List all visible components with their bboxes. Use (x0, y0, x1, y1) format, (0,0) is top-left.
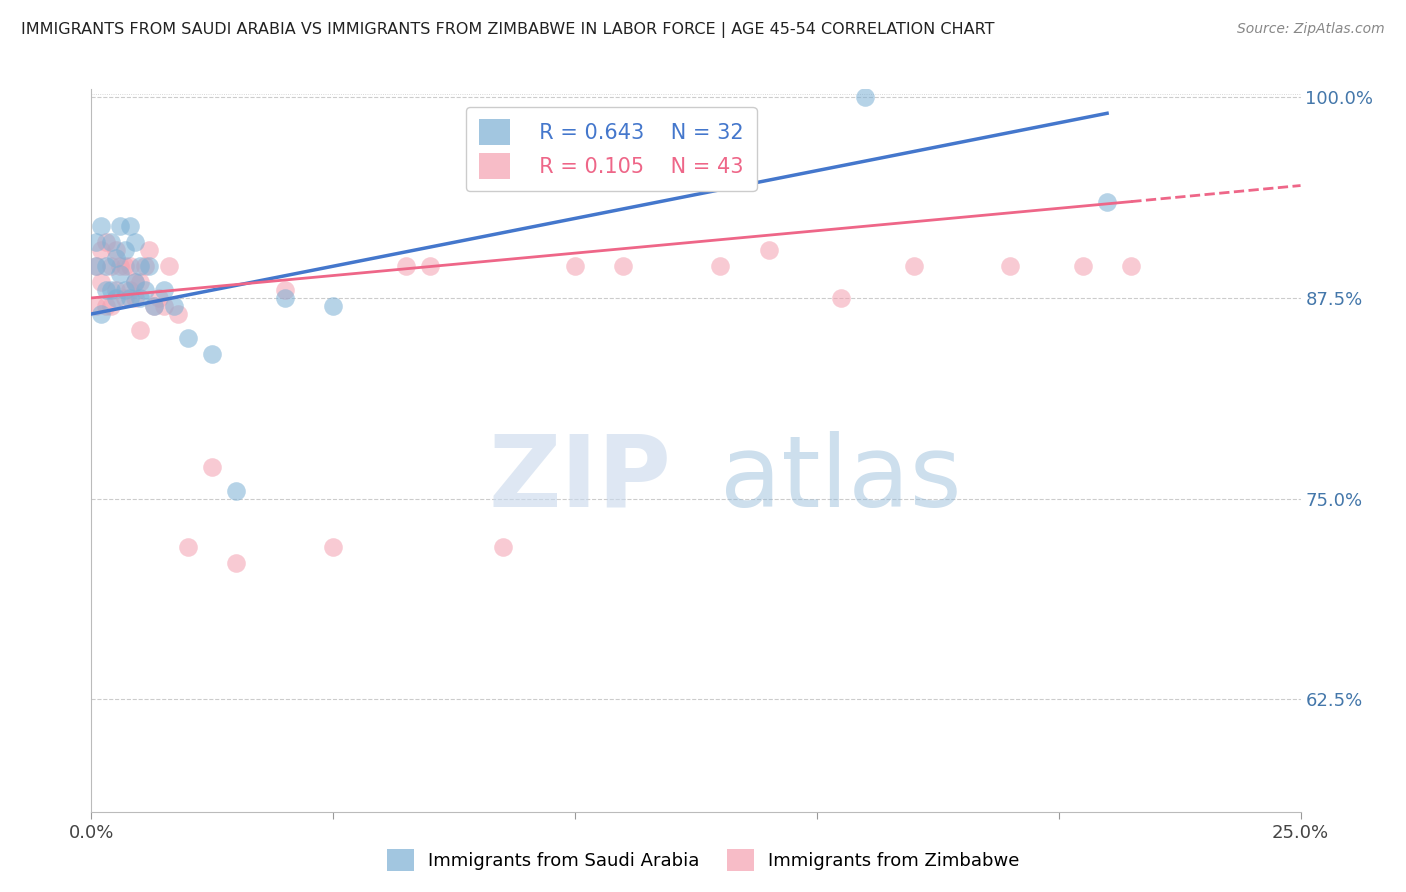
Point (128, 323, 150, 337)
Point (90, 243, 112, 257)
Point (84, 299, 107, 313)
Point (104, 243, 127, 257)
Point (134, 283, 156, 297)
Point (1095, 194, 1118, 209)
Point (201, 347, 224, 361)
Point (143, 299, 166, 313)
Point (322, 299, 344, 313)
Point (104, 283, 127, 297)
Legend: Immigrants from Saudi Arabia, Immigrants from Zimbabwe: Immigrants from Saudi Arabia, Immigrants… (380, 842, 1026, 879)
Point (120, 291, 142, 305)
Text: IMMIGRANTS FROM SAUDI ARABIA VS IMMIGRANTS FROM ZIMBABWE IN LABOR FORCE | AGE 45: IMMIGRANTS FROM SAUDI ARABIA VS IMMIGRAN… (21, 22, 994, 38)
Point (120, 219, 142, 233)
Point (903, 259, 925, 273)
Point (110, 267, 132, 281)
Text: Source: ZipAtlas.com: Source: ZipAtlas.com (1237, 22, 1385, 37)
Point (128, 275, 150, 289)
Text: ZIP: ZIP (489, 431, 672, 528)
Point (1071, 259, 1094, 273)
Point (201, 459, 224, 474)
Point (124, 235, 146, 249)
Point (1121, 259, 1143, 273)
Point (167, 307, 190, 321)
Text: atlas: atlas (720, 431, 962, 528)
Point (84, 259, 107, 273)
Point (104, 251, 127, 265)
Point (148, 291, 170, 305)
Point (84, 235, 107, 249)
Point (274, 283, 297, 297)
Point (114, 283, 136, 297)
Point (564, 259, 586, 273)
Point (104, 291, 127, 305)
Point (157, 259, 180, 273)
Point (94, 259, 117, 273)
Point (100, 299, 122, 313)
Point (100, 235, 122, 249)
Point (120, 283, 142, 297)
Point (94, 283, 117, 297)
Point (491, 540, 513, 554)
Point (94, 235, 117, 249)
Point (124, 275, 146, 289)
Point (162, 299, 184, 313)
Point (830, 291, 852, 305)
Point (138, 259, 160, 273)
Point (110, 219, 132, 233)
Point (94, 299, 117, 313)
Point (114, 259, 136, 273)
Point (322, 540, 344, 554)
Point (90, 307, 112, 321)
Point (1000, 259, 1022, 273)
Point (90, 275, 112, 289)
Point (124, 291, 146, 305)
Point (128, 259, 150, 273)
Point (709, 259, 731, 273)
Point (100, 259, 122, 273)
Point (274, 291, 297, 305)
Point (177, 331, 200, 345)
Point (128, 291, 150, 305)
Point (124, 275, 146, 289)
Point (143, 299, 166, 313)
Point (120, 259, 142, 273)
Legend:   R = 0.643    N = 32,   R = 0.105    N = 43: R = 0.643 N = 32, R = 0.105 N = 43 (465, 107, 756, 191)
Point (100, 283, 122, 297)
Point (612, 259, 634, 273)
Point (758, 243, 780, 257)
Point (153, 283, 176, 297)
Point (225, 483, 247, 498)
Point (395, 259, 418, 273)
Point (110, 259, 132, 273)
Point (225, 556, 247, 570)
Point (419, 259, 441, 273)
Point (134, 259, 156, 273)
Point (138, 243, 160, 257)
Point (153, 299, 176, 313)
Point (90, 219, 112, 233)
Point (114, 291, 136, 305)
Point (114, 243, 136, 257)
Point (84, 259, 107, 273)
Point (853, 90, 876, 104)
Point (177, 540, 200, 554)
